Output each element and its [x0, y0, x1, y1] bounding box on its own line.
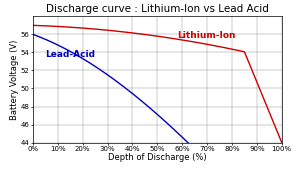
X-axis label: Depth of Discharge (%): Depth of Discharge (%) — [108, 154, 207, 162]
Title: Discharge curve : Lithium-Ion vs Lead Acid: Discharge curve : Lithium-Ion vs Lead Ac… — [46, 4, 269, 14]
Text: Lithium-Ion: Lithium-Ion — [177, 31, 236, 40]
Text: Lead-Acid: Lead-Acid — [45, 50, 95, 59]
Y-axis label: Battery Voltage (V): Battery Voltage (V) — [10, 39, 19, 120]
